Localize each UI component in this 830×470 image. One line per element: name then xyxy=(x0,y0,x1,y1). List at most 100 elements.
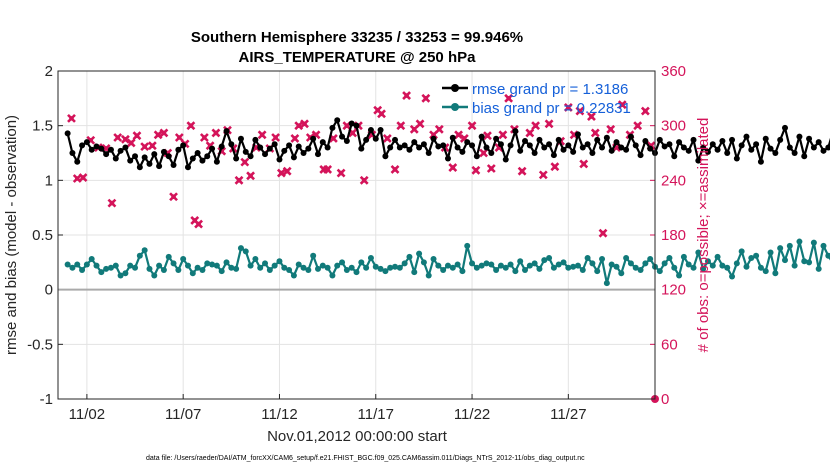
obs-mark-core xyxy=(643,108,648,114)
rmse-point xyxy=(550,152,557,159)
rmse-point xyxy=(579,144,586,151)
rmse-point xyxy=(772,150,779,156)
rmse-point xyxy=(820,147,827,154)
obs-count-point xyxy=(153,130,163,140)
bias-point xyxy=(786,242,793,249)
obs-count-point xyxy=(294,121,304,131)
bias-point xyxy=(146,265,153,272)
obs-mark-core xyxy=(344,123,350,128)
rmse-point xyxy=(266,145,273,152)
obs-count-point xyxy=(169,192,178,202)
obs-count-point xyxy=(240,157,250,167)
bias-point xyxy=(329,272,336,279)
legend-rmse-marker xyxy=(451,84,459,92)
rmse-point xyxy=(165,153,172,160)
obs-count-point xyxy=(517,166,527,176)
y-axis-label: rmse and bias (model - observation) xyxy=(3,115,20,355)
bias-point xyxy=(483,260,490,267)
bias-point xyxy=(661,260,668,267)
obs-mark-core xyxy=(506,96,511,101)
rmse-point xyxy=(546,141,553,148)
rmse-point xyxy=(271,141,278,148)
bias-point xyxy=(531,260,538,267)
rmse-point xyxy=(247,153,254,160)
obs-count-point xyxy=(525,128,535,138)
rmse-point xyxy=(781,124,788,131)
y-tick-label: 1 xyxy=(45,172,53,189)
obs-count-point xyxy=(107,198,117,208)
obs-mark-core xyxy=(292,136,298,141)
rmse-point xyxy=(416,144,423,151)
legend-bias-label: bias grand pr = 0.22831 xyxy=(472,100,631,117)
bias-point xyxy=(820,242,827,249)
obs-count-point xyxy=(276,168,286,178)
obs-count-point xyxy=(186,121,196,131)
bias-point xyxy=(603,280,610,287)
rmse-point xyxy=(637,152,644,159)
y-right-tick-label: 300 xyxy=(661,118,686,135)
bias-point xyxy=(271,262,278,269)
bias-point xyxy=(69,264,76,271)
rmse-point xyxy=(642,137,649,144)
rmse-point xyxy=(767,145,774,152)
bias-point xyxy=(262,260,269,267)
obs-mark-core xyxy=(485,133,490,138)
obs-count-point xyxy=(126,138,136,148)
rmse-point xyxy=(464,139,471,146)
bias-point xyxy=(156,262,163,269)
rmse-point xyxy=(122,144,129,151)
obs-count-point xyxy=(415,119,425,129)
obs-count-point xyxy=(234,175,244,185)
bias-point xyxy=(334,262,341,269)
rmse-point xyxy=(358,145,365,152)
bias-point xyxy=(449,264,456,271)
bias-point xyxy=(348,264,355,271)
obs-mark-core xyxy=(213,130,219,136)
obs-mark-core xyxy=(581,161,587,167)
bias-point xyxy=(204,260,211,267)
bias-point xyxy=(729,273,736,280)
obs-count-point xyxy=(282,166,292,176)
bias-point xyxy=(276,258,283,265)
legend-bias-marker xyxy=(451,103,459,111)
bias-point xyxy=(464,242,471,249)
bias-point xyxy=(353,269,360,276)
rmse-point xyxy=(690,136,697,143)
rmse-point xyxy=(791,150,798,156)
rmse-point xyxy=(676,139,683,146)
bias-point xyxy=(738,248,745,255)
bias-point xyxy=(488,261,495,268)
rmse-point xyxy=(531,150,538,156)
x-tick-label: 11/02 xyxy=(69,406,105,423)
bias-point xyxy=(160,266,167,273)
rmse-point xyxy=(184,164,191,171)
rmse-point xyxy=(228,141,235,148)
bias-point xyxy=(127,262,134,269)
bias-point xyxy=(363,264,370,271)
obs-count-point xyxy=(300,119,309,129)
bias-point xyxy=(314,265,321,272)
obs-count-point xyxy=(617,100,627,110)
obs-mark-core xyxy=(500,132,506,138)
obs-count-point xyxy=(486,164,496,173)
obs-mark-core xyxy=(242,159,248,165)
y-right-tick-label: 0 xyxy=(661,391,669,408)
obs-mark-core xyxy=(202,135,207,140)
rmse-point xyxy=(459,148,466,155)
bias-point xyxy=(339,259,346,266)
bias-point xyxy=(93,262,100,269)
rmse-point xyxy=(262,151,269,158)
obs-count-point xyxy=(257,130,267,140)
bias-point xyxy=(165,253,172,260)
bias-point xyxy=(112,262,119,269)
obs-count-point xyxy=(434,124,444,134)
bias-point xyxy=(719,262,726,269)
rmse-point xyxy=(801,153,808,160)
obs-mark-core xyxy=(398,123,404,128)
bias-point xyxy=(478,262,485,269)
rmse-point xyxy=(815,139,822,146)
bias-point xyxy=(550,264,557,271)
bias-point xyxy=(791,262,798,269)
obs-mark-core xyxy=(123,137,128,142)
rmse-point xyxy=(430,135,437,142)
